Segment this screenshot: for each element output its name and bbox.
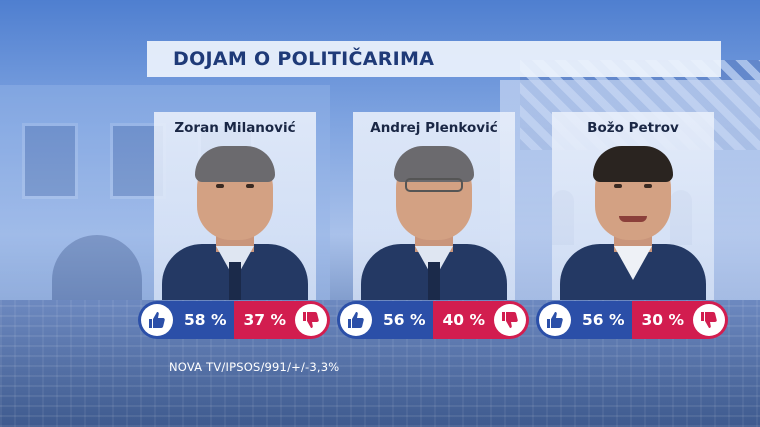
politician-name: Zoran Milanović xyxy=(174,120,296,136)
thumbs-down-icon xyxy=(494,304,526,336)
positive-percent: 56 % xyxy=(582,311,625,329)
thumbs-up-icon xyxy=(340,304,372,336)
positive-rating: 56 % xyxy=(337,301,433,339)
politician-photo xyxy=(353,146,515,300)
thumbs-up-icon xyxy=(141,304,173,336)
politician-photo xyxy=(154,146,316,300)
positive-rating: 56 % xyxy=(536,301,632,339)
thumbs-up-icon xyxy=(539,304,571,336)
thumbs-down-icon xyxy=(693,304,725,336)
positive-percent: 58 % xyxy=(184,311,227,329)
positive-percent: 56 % xyxy=(383,311,426,329)
title-bar: DOJAM O POLITIČARIMA xyxy=(147,41,721,77)
positive-rating: 58 % xyxy=(138,301,234,339)
negative-percent: 30 % xyxy=(641,311,685,329)
negative-rating: 30 % xyxy=(632,301,728,339)
source-note: NOVA TV/IPSOS/991/+/-3,3% xyxy=(169,360,340,374)
negative-rating: 37 % xyxy=(234,301,330,339)
negative-percent: 40 % xyxy=(442,311,486,329)
rating-bar: 56 % 40 % xyxy=(337,301,529,339)
page-title: DOJAM O POLITIČARIMA xyxy=(173,48,435,70)
negative-rating: 40 % xyxy=(433,301,529,339)
rating-bar: 58 % 37 % xyxy=(138,301,330,339)
politician-photo xyxy=(552,146,714,300)
politician-card: Božo Petrov xyxy=(552,112,714,300)
politician-card: Andrej Plenković xyxy=(353,112,515,300)
negative-percent: 37 % xyxy=(243,311,287,329)
politician-card: Zoran Milanović xyxy=(154,112,316,300)
politician-name: Andrej Plenković xyxy=(370,120,498,136)
thumbs-down-icon xyxy=(295,304,327,336)
rating-bar: 56 % 30 % xyxy=(536,301,728,339)
politician-name: Božo Petrov xyxy=(587,120,679,136)
building-window xyxy=(22,123,78,199)
